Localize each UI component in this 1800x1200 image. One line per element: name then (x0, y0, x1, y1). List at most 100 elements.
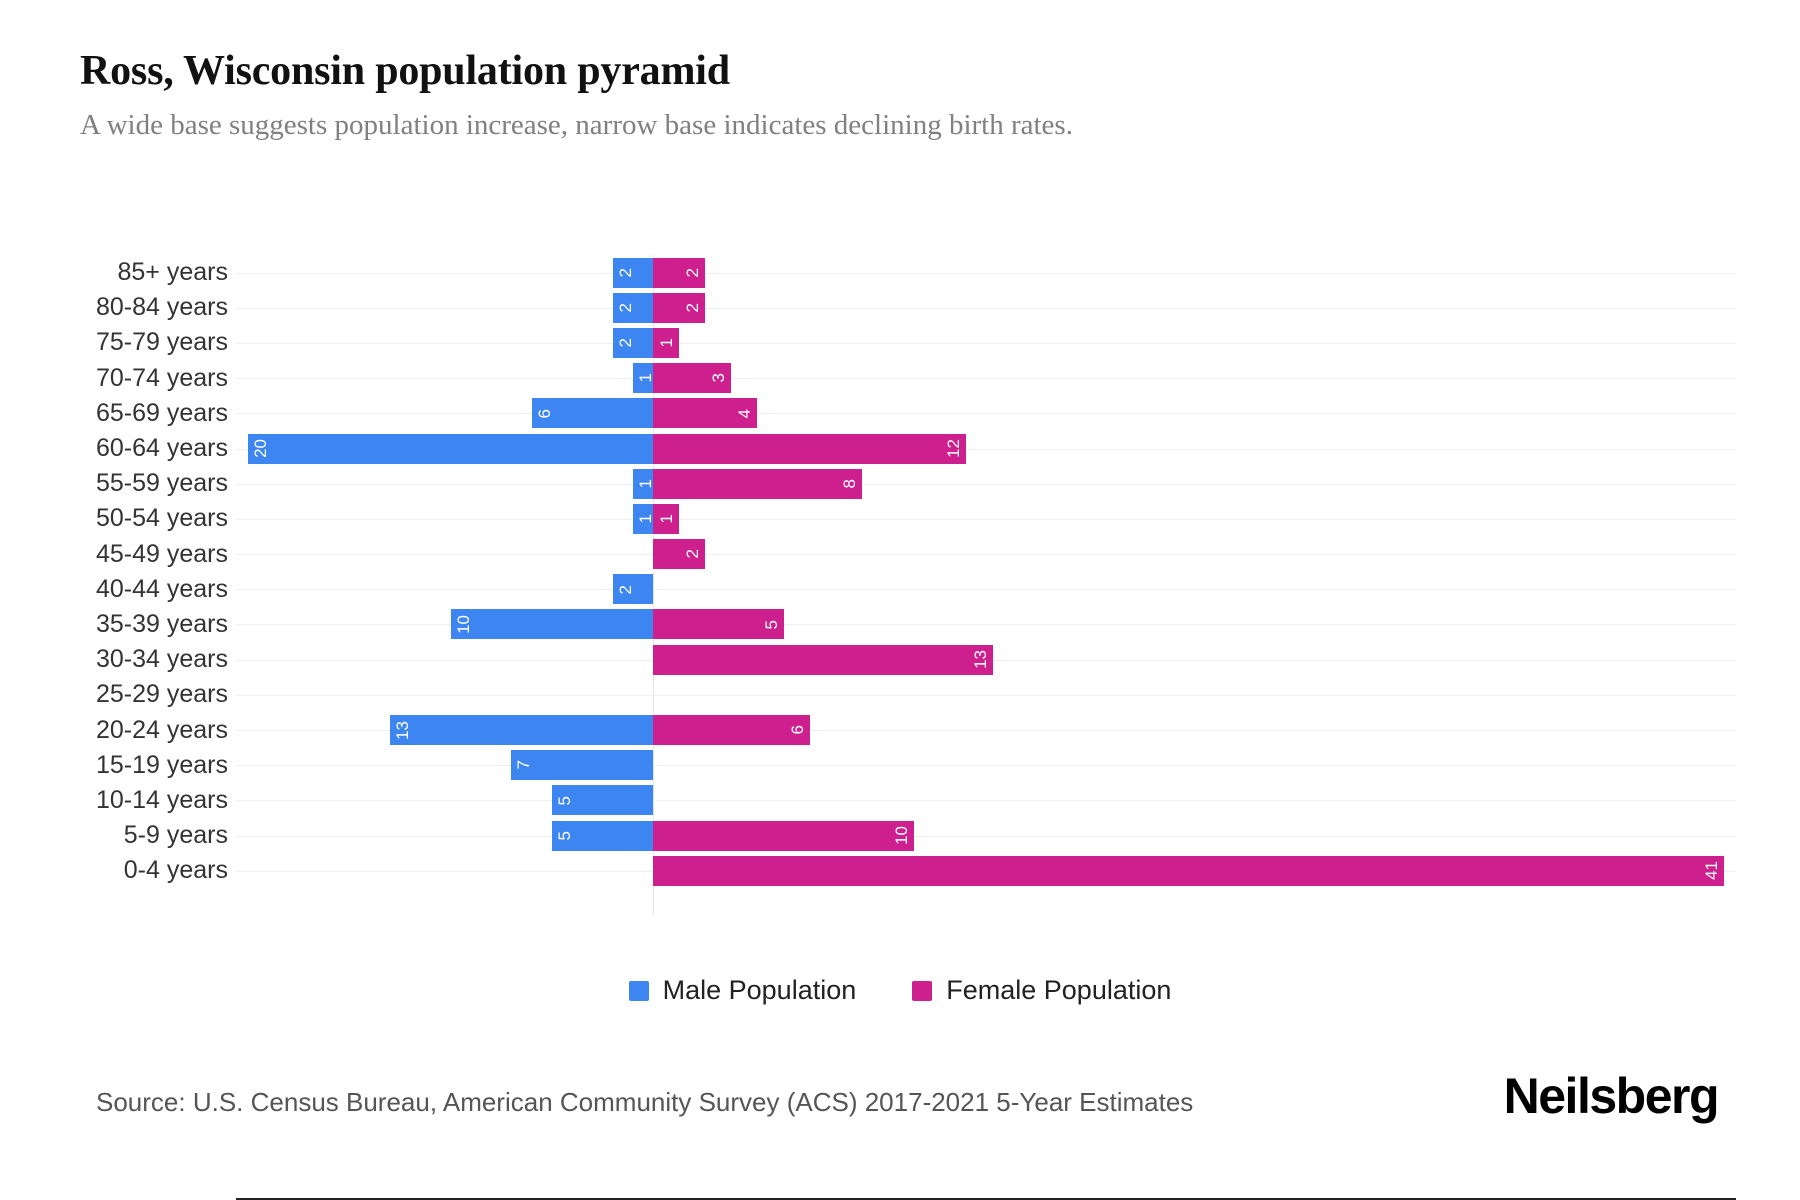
male-bar-value: 2 (615, 267, 635, 278)
gridline (236, 730, 1736, 732)
gridline (236, 483, 1736, 485)
legend-item-female[interactable]: Female Population (912, 975, 1171, 1006)
male-bar[interactable]: 20 (248, 433, 653, 464)
female-bar[interactable]: 6 (653, 715, 810, 746)
pyramid-row: 41 (236, 853, 1736, 888)
axis-tick-label: 5-9 years (123, 821, 228, 850)
axis-tick-label-row: 80-84 years (0, 290, 236, 325)
axis-tick-label: 50-54 years (95, 504, 228, 533)
male-bar[interactable]: 5 (551, 785, 653, 816)
pyramid-row: 10 5 (236, 607, 1736, 642)
female-bar-value: 5 (761, 619, 781, 630)
gridline (236, 835, 1736, 837)
axis-tick-label-row: 70-74 years (0, 361, 236, 396)
male-bar-value: 2 (615, 303, 635, 313)
male-bar[interactable]: 1 (632, 363, 655, 394)
pyramid-row: 20 12 (236, 431, 1736, 466)
source-note: Source: U.S. Census Bureau, American Com… (96, 1087, 1194, 1117)
axis-tick-label: 85+ years (117, 258, 229, 287)
female-bar[interactable]: 4 (653, 398, 758, 429)
male-bar[interactable]: 5 (551, 820, 653, 851)
axis-tick-label: 55-59 years (95, 469, 228, 498)
male-bar[interactable]: 1 (632, 503, 655, 534)
axis-tick-label: 20-24 years (95, 715, 228, 744)
female-bar[interactable]: 41 (653, 855, 1724, 886)
female-bar[interactable]: 1 (653, 327, 680, 358)
female-bar-value: 1 (657, 514, 677, 524)
female-bar[interactable]: 3 (653, 363, 732, 394)
axis-tick-label: 45-49 years (95, 539, 228, 568)
axis-tick-label: 10-14 years (95, 785, 228, 814)
male-bar-value: 2 (615, 584, 635, 595)
female-bar-value: 2 (683, 267, 703, 278)
male-bar-value: 20 (251, 439, 270, 458)
female-bar[interactable]: 2 (653, 539, 706, 570)
axis-tick-label-row: 0-4 years (0, 853, 236, 888)
axis-tick-label-row: 85+ years (0, 255, 236, 290)
legend-item-male[interactable]: Male Population (628, 975, 857, 1006)
axis-tick-label-row: 40-44 years (0, 572, 236, 607)
female-bar-value: 12 (944, 439, 964, 458)
female-bar[interactable]: 1 (653, 503, 680, 534)
gridline (236, 413, 1736, 415)
pyramid-row: 5 10 (236, 818, 1736, 853)
pyramid-row: 2 (236, 572, 1736, 607)
female-bar[interactable]: 12 (653, 433, 967, 464)
chart-header: Ross, Wisconsin population pyramid A wid… (80, 48, 1730, 142)
population-pyramid-chart: 85+ years 80-84 years 75-79 years 70-74 yea… (0, 255, 1800, 915)
male-bar[interactable]: 13 (389, 715, 653, 746)
male-bar-value: 5 (554, 830, 574, 841)
male-bar[interactable]: 10 (450, 609, 653, 640)
male-bar[interactable]: 2 (612, 292, 653, 323)
axis-tick-label: 60-64 years (95, 434, 228, 463)
female-bar[interactable]: 5 (653, 609, 784, 640)
female-bar-value: 4 (735, 408, 755, 419)
axis-tick-label-row: 5-9 years (0, 818, 236, 853)
male-bar[interactable]: 2 (612, 574, 653, 605)
axis-tick-label-row: 45-49 years (0, 537, 236, 572)
female-bar[interactable]: 13 (653, 644, 993, 675)
male-bar-value: 1 (635, 514, 655, 524)
male-bar[interactable]: 2 (612, 257, 653, 288)
axis-tick-label-row: 15-19 years (0, 748, 236, 783)
male-bar-value: 6 (534, 408, 554, 419)
male-bar[interactable]: 6 (531, 398, 653, 429)
male-bar[interactable]: 2 (612, 327, 653, 358)
axis-tick-label-row: 20-24 years (0, 712, 236, 747)
female-bar[interactable]: 2 (653, 257, 706, 288)
axis-tick-label: 40-44 years (95, 574, 228, 603)
legend-label-male: Male Population (662, 975, 857, 1005)
gridline (236, 554, 1736, 556)
female-bar[interactable]: 2 (653, 292, 706, 323)
female-bar-value: 8 (839, 478, 859, 489)
female-bar-value: 6 (787, 725, 807, 735)
axis-tick-label-row: 35-39 years (0, 607, 236, 642)
pyramid-row: 13 6 (236, 712, 1736, 747)
chart-subtitle: A wide base suggests population increase… (80, 109, 1073, 142)
male-bar-value: 1 (635, 478, 655, 489)
male-bar[interactable]: 1 (632, 468, 655, 499)
pyramid-row: 5 (236, 783, 1736, 818)
male-color-swatch-icon (628, 980, 649, 1001)
male-bar[interactable]: 7 (511, 750, 653, 781)
gridline (236, 624, 1736, 626)
female-bar-value: 10 (892, 826, 912, 846)
axis-tick-label-row: 10-14 years (0, 783, 236, 818)
axis-tick-label: 80-84 years (95, 293, 228, 322)
female-bar-value: 2 (683, 549, 703, 559)
female-bar[interactable]: 8 (653, 468, 862, 499)
axis-tick-label: 30-34 years (95, 645, 228, 674)
female-bar[interactable]: 10 (653, 820, 915, 851)
gridline (236, 342, 1736, 344)
pyramid-row: 2 (236, 537, 1736, 572)
male-bar-value: 7 (514, 760, 534, 770)
pyramid-row: 7 (236, 748, 1736, 783)
axis-tick-label: 15-19 years (95, 750, 228, 779)
axis-tick-label-row: 75-79 years (0, 325, 236, 360)
axis-tick-label-row: 50-54 years (0, 501, 236, 536)
